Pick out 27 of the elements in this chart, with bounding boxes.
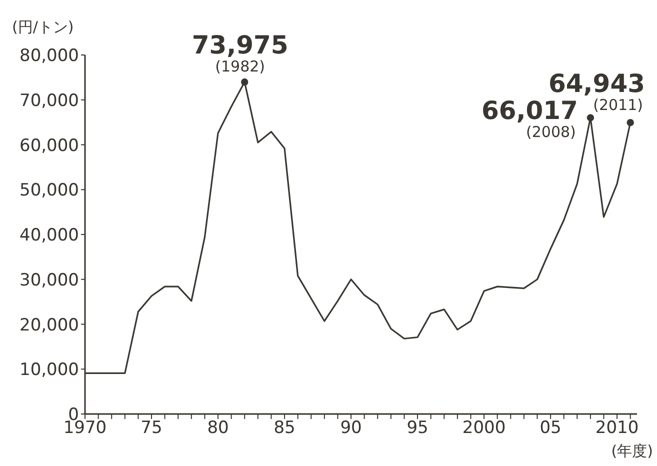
x-tick-label: 80 [207,418,229,438]
data-label: 66,017 [481,96,578,126]
data-label: 64,943 [548,69,645,98]
annotation: (2008) [526,123,576,142]
x-tick-label: 95 [406,418,428,438]
y-tick-label: 10,000 [20,360,79,380]
data-label: 73,975 [192,30,288,60]
y-tick-label: 60,000 [20,136,79,156]
point [241,78,248,86]
x-tick-label: 75 [140,418,162,438]
y-tick-label: 30,000 [20,270,79,290]
annotation: (1982) [215,58,266,76]
y-axis-title: (円/トン) [12,18,74,37]
y-tick-label: 70,000 [20,90,79,111]
x-tick-label: 85 [274,418,296,438]
x-tick-label: 05 [540,418,562,438]
y-tick-label: 80,000 [20,46,79,66]
y-tick-label: 50,000 [20,180,79,201]
x-tick-label: 2000 [462,418,506,438]
x-tick-label: 90 [340,418,362,438]
annotation: (2011) [593,96,643,114]
x-axis-title: (年度) [611,442,653,461]
x-tick-label: 2010 [595,418,639,438]
point [586,114,594,122]
point [626,118,634,126]
y-tick-label: 20,000 [20,315,79,336]
y-tick-label: 40,000 [20,226,79,246]
